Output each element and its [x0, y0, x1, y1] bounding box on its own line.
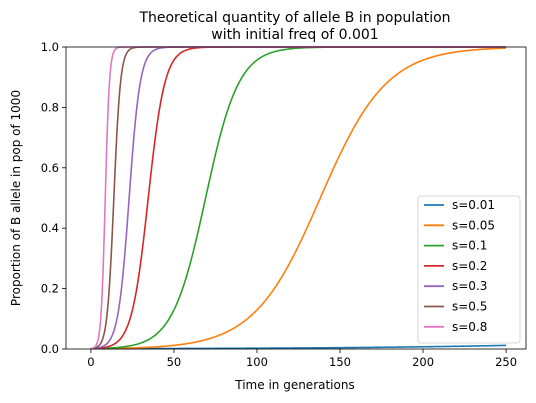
y-tick-label: 0.8 — [41, 100, 59, 114]
legend-label-2: s=0.1 — [452, 239, 487, 253]
legend-label-0: s=0.01 — [452, 198, 495, 212]
series-line-1 — [90, 47, 507, 350]
x-tick-label: 100 — [246, 355, 268, 369]
y-tick-label: 0.0 — [41, 342, 59, 356]
plot-frame — [65, 46, 527, 350]
x-axis-label: Time in generations — [234, 378, 354, 392]
y-axis-label: Proportion of B allele in pop of 1000 — [9, 90, 23, 306]
legend-label-3: s=0.2 — [452, 259, 487, 273]
x-tick-label: 250 — [495, 355, 517, 369]
x-tick-label: 50 — [167, 355, 182, 369]
x-tick-label: 0 — [87, 355, 94, 369]
x-axis: 0 50 100 150 200 250 — [87, 349, 517, 369]
y-axis: 0.0 0.2 0.4 0.6 0.8 1.0 — [41, 40, 66, 356]
y-tick-label: 1.0 — [41, 40, 59, 54]
x-tick-label: 150 — [329, 355, 351, 369]
series-line-0 — [90, 344, 507, 350]
legend-label-4: s=0.3 — [452, 279, 487, 293]
legend-label-1: s=0.05 — [452, 218, 495, 232]
legend-label-5: s=0.5 — [452, 300, 487, 314]
chart-title: Theoretical quantity of allele B in popu… — [138, 10, 450, 26]
legend-label-6: s=0.8 — [452, 320, 487, 334]
y-tick-label: 0.2 — [41, 282, 59, 296]
chart-subtitle: with initial freq of 0.001 — [211, 27, 378, 43]
y-tick-label: 0.4 — [41, 221, 59, 235]
x-tick-label: 200 — [412, 355, 434, 369]
legend: s=0.01 s=0.05 s=0.1 s=0.2 s=0.3 s=0.5 s=0.8 — [417, 195, 521, 344]
y-tick-label: 0.6 — [41, 161, 59, 175]
